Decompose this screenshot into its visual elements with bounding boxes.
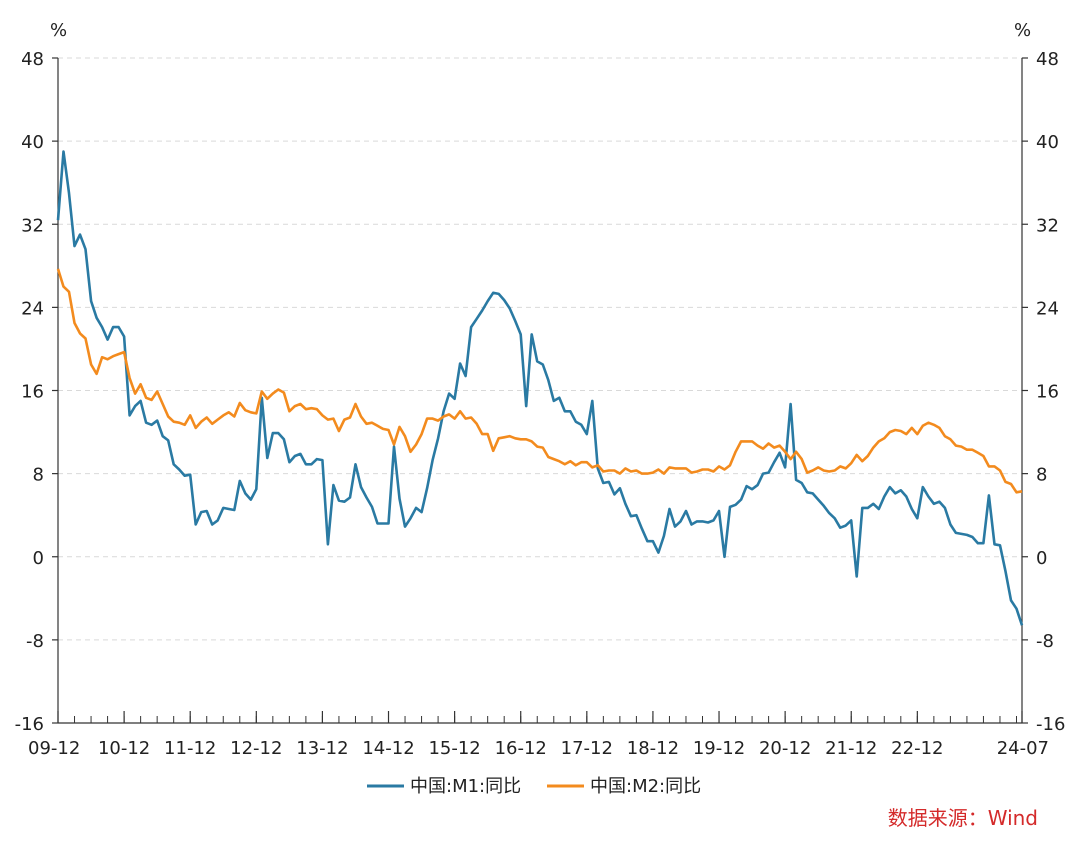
legend-label-m2: 中国:M2:同比 xyxy=(590,776,701,797)
x-tick-label: 10-12 xyxy=(98,738,150,759)
y-tick-label: 16 xyxy=(21,382,44,403)
left-unit-label: % xyxy=(50,20,67,41)
series-group xyxy=(56,150,1024,626)
x-tick-label: 19-12 xyxy=(693,738,745,759)
right-unit-label: % xyxy=(1014,20,1031,41)
gridlines xyxy=(58,57,1022,641)
y-tick-label: 8 xyxy=(1036,465,1047,486)
y-left-ticks: -16 -8 0 8 16 24 32 40 48 xyxy=(15,49,58,735)
x-tick-label: 20-12 xyxy=(759,738,811,759)
y-tick-label: 32 xyxy=(1036,215,1059,236)
y-tick-label: 16 xyxy=(1036,382,1059,403)
legend-label-m1: 中国:M1:同比 xyxy=(410,776,521,797)
y-tick-label: 40 xyxy=(1036,132,1059,153)
x-tick-label: 11-12 xyxy=(164,738,216,759)
y-tick-label: 0 xyxy=(1036,548,1047,569)
x-tick-label: 22-12 xyxy=(891,738,943,759)
y-tick-label: 48 xyxy=(1036,49,1059,70)
y-tick-label: 0 xyxy=(33,548,44,569)
y-tick-label: 24 xyxy=(1036,298,1059,319)
y-tick-label: -16 xyxy=(15,714,44,735)
y-tick-label: 40 xyxy=(21,132,44,153)
y-tick-label: 8 xyxy=(33,465,44,486)
y-tick-label: -16 xyxy=(1036,714,1065,735)
x-tick-label: 12-12 xyxy=(230,738,282,759)
x-tick-label: 16-12 xyxy=(495,738,547,759)
x-tick-label: 15-12 xyxy=(428,738,480,759)
x-tick-label: 17-12 xyxy=(561,738,613,759)
x-tick-label: 18-12 xyxy=(627,738,679,759)
x-tick-label: 09-12 xyxy=(28,738,80,759)
series-line-m1 xyxy=(56,150,1024,626)
series-line-m2 xyxy=(56,268,1023,494)
source-note: 数据来源：Wind xyxy=(887,806,1038,830)
legend: 中国:M1:同比 中国:M2:同比 xyxy=(367,776,701,797)
x-tick-label: 13-12 xyxy=(296,738,348,759)
y-tick-label: 24 xyxy=(21,298,44,319)
x-tick-label: 21-12 xyxy=(825,738,877,759)
y-tick-label: 48 xyxy=(21,49,44,70)
y-right-ticks: -16 -8 0 8 16 24 32 40 48 xyxy=(1022,49,1065,735)
y-tick-label: -8 xyxy=(1036,631,1054,652)
y-tick-label: 32 xyxy=(21,215,44,236)
x-tick-label: 24-07 xyxy=(997,738,1049,759)
y-tick-label: -8 xyxy=(26,631,44,652)
x-ticks: 09-12 10-12 11-12 12-12 13-12 14-12 15-12 16-12… xyxy=(28,711,1049,759)
x-tick-label: 14-12 xyxy=(362,738,414,759)
